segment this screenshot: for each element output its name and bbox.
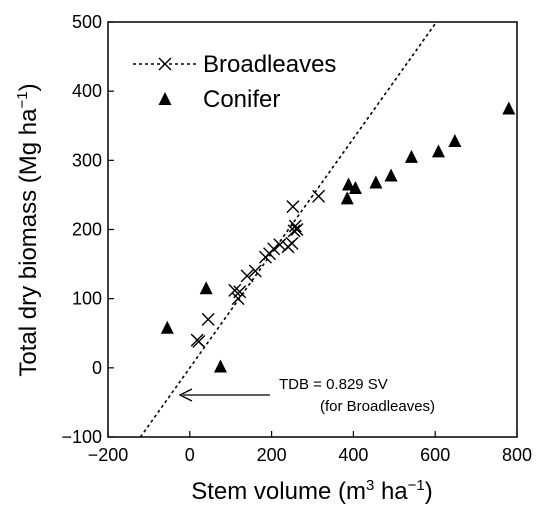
conifer-point <box>404 149 418 163</box>
y-tick-label: 0 <box>92 358 102 378</box>
broadleaves-point-stroke-b <box>201 312 215 326</box>
conifer-point <box>213 359 227 373</box>
y-axis-label-exp: −1 <box>14 91 31 108</box>
broadleaves-point-stroke-b <box>312 189 326 203</box>
conifer-point <box>502 101 516 115</box>
x-tick-label: 200 <box>257 445 287 465</box>
conifer-point <box>384 168 398 182</box>
legend-broadleaves-marker-stroke-b <box>158 57 172 71</box>
broadleaves-point <box>248 264 262 278</box>
broadleaves-point <box>285 236 299 250</box>
x-axis-label-main: Stem volume (m <box>191 478 366 505</box>
broadleaves-point <box>267 242 281 256</box>
conifer-point <box>341 177 355 191</box>
x-tick-label: 0 <box>185 445 195 465</box>
broadleaves-point-stroke-b <box>288 219 302 233</box>
broadleaves-point-stroke-b <box>290 223 304 236</box>
x-axis-label-exp2: −1 <box>408 477 425 494</box>
x-tick-label: 800 <box>502 445 532 465</box>
x-tick-label: 600 <box>420 445 450 465</box>
conifer-point <box>448 133 462 147</box>
broadleaves-point <box>201 312 215 326</box>
x-axis-label-close: ) <box>425 478 433 505</box>
plot-frame <box>107 21 518 438</box>
y-tick-label: −100 <box>61 427 102 447</box>
x-axis-label: Stem volume (m3 ha−1) <box>191 477 433 505</box>
y-tick-label: 400 <box>72 81 102 101</box>
broadleaves-point <box>312 189 326 203</box>
conifer-point <box>369 175 383 189</box>
y-tick-label: 300 <box>72 150 102 170</box>
x-axis-label-exp1: 3 <box>366 477 374 494</box>
conifer-point <box>348 181 362 194</box>
conifer-point <box>160 320 174 334</box>
broadleaves-point-stroke-b <box>228 283 242 297</box>
broadleaves-point <box>192 335 206 349</box>
legend-conifer-marker <box>158 92 172 105</box>
broadleaves-fit-line <box>139 22 438 437</box>
broadleaves-point <box>286 200 300 214</box>
broadleaves-point <box>290 223 304 236</box>
annotation-note: (for Broadleaves) <box>320 398 435 415</box>
broadleaves-point-stroke-b <box>248 264 262 278</box>
broadleaves-point-stroke-b <box>267 242 281 256</box>
broadleaves-point <box>240 269 254 283</box>
y-tick-label: 100 <box>72 289 102 309</box>
broadleaves-point <box>288 219 302 233</box>
broadleaves-point-stroke-b <box>286 200 300 214</box>
x-tick-label: 400 <box>338 445 368 465</box>
y-tick-label: 200 <box>72 220 102 240</box>
broadleaves-point <box>228 283 242 297</box>
legend-broadleaves-marker <box>158 57 172 71</box>
legend-broadleaves-label: Broadleaves <box>203 51 336 78</box>
x-axis-label-mid: ha <box>374 478 408 505</box>
legend-conifer-label: Conifer <box>203 86 280 113</box>
broadleaves-point-stroke-b <box>273 238 287 252</box>
broadleaves-point-stroke-b <box>192 335 206 349</box>
broadleaves-point <box>287 224 301 238</box>
broadleaves-point <box>233 285 247 299</box>
annotation-arrow-head <box>178 388 193 402</box>
broadleaves-point-stroke-b <box>285 236 299 250</box>
y-tick-label: 500 <box>72 12 102 32</box>
broadleaves-point <box>273 238 287 252</box>
y-axis-label-close: ) <box>15 83 42 91</box>
broadleaves-point-stroke-b <box>240 269 254 283</box>
conifer-point <box>431 144 445 158</box>
conifer-point <box>199 281 213 295</box>
y-axis-label-main: Total dry biomass (Mg ha <box>15 108 42 377</box>
conifer-point <box>340 191 354 205</box>
broadleaves-point-stroke-b <box>287 224 301 238</box>
broadleaves-point-stroke-b <box>233 285 247 299</box>
annotation-equation: TDB = 0.829 SV <box>279 376 388 393</box>
y-axis-label: Total dry biomass (Mg ha−1) <box>14 83 42 376</box>
x-tick-label: −200 <box>88 445 129 465</box>
